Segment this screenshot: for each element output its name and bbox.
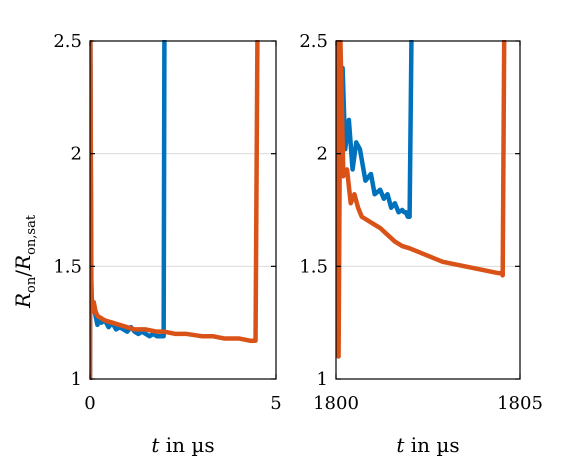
ylabel-main-r1: R — [11, 293, 35, 309]
y-tick-label-2: 2 — [317, 144, 328, 165]
series-line-2 — [336, 40, 507, 359]
ylabel-main-r2: R — [11, 255, 35, 271]
ylabel-sub-1: on — [24, 276, 39, 293]
series-group — [336, 40, 507, 359]
ylabel-sub-2: on,sat — [24, 214, 39, 255]
x-axis-label: t in µs — [396, 433, 459, 457]
x-axis-label-var: t — [396, 433, 405, 457]
y-tick-label-2: 2 — [71, 144, 82, 165]
x-tick-label-5: 5 — [270, 393, 281, 414]
y-tick-label-1: 1 — [71, 369, 82, 390]
svg-text:Ron/Ron,sat: Ron/Ron,sat — [11, 214, 39, 309]
y-tick-label-1: 1 — [317, 369, 328, 390]
x-axis-label-rest: in µs — [404, 433, 459, 457]
x-tick-label-1805: 1805 — [497, 393, 543, 414]
y-tick-label-1.5: 1.5 — [53, 256, 82, 277]
chart-panels: 1 1.5 2 2.5 0 5 t in µs 1 1.5 2 2.5 1800 1805 t in µs — [53, 31, 543, 457]
x-tick-label-0: 0 — [84, 393, 95, 414]
x-tick-label-1800: 1800 — [313, 393, 359, 414]
series-group — [90, 40, 260, 380]
y-tick-label-2.5: 2.5 — [53, 31, 82, 52]
x-axis-label: t in µs — [151, 433, 214, 457]
series-line-1 — [336, 40, 414, 220]
chart-panel-1: 1 1.5 2 2.5 0 5 t in µs — [53, 31, 281, 457]
series-line-2 — [90, 40, 260, 380]
axes-box — [89, 40, 277, 380]
x-axis-label-var: t — [151, 433, 160, 457]
chart-panel-2: 1 1.5 2 2.5 1800 1805 t in µs — [299, 31, 543, 457]
y-tick-label-1.5: 1.5 — [299, 256, 328, 277]
x-axis-label-rest: in µs — [159, 433, 214, 457]
axes-box — [335, 40, 521, 380]
ylabel-slash: / — [11, 270, 35, 277]
y-axis-label: Ron/Ron,sat — [11, 214, 39, 309]
y-tick-label-2.5: 2.5 — [299, 31, 328, 52]
